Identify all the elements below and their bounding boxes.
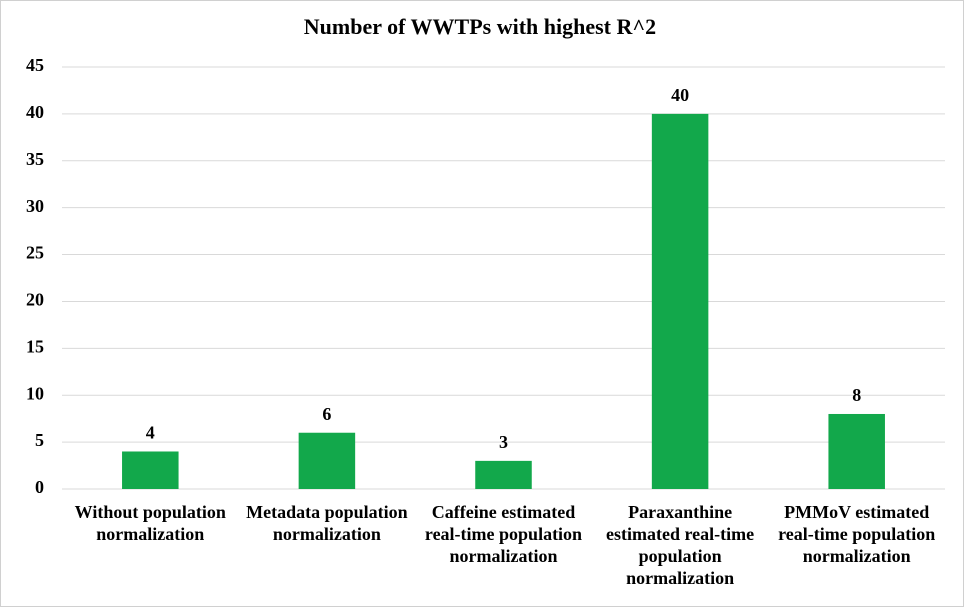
x-tick-label: Caffeine estimated real-time population … <box>424 502 583 566</box>
y-tick-label: 45 <box>26 55 44 75</box>
y-tick-label: 10 <box>26 383 44 403</box>
x-tick-label: Without population normalization <box>74 502 226 544</box>
y-tick-label: 20 <box>26 290 44 310</box>
value-label: 40 <box>671 85 689 105</box>
y-tick-label: 40 <box>26 102 44 122</box>
y-tick-label: 25 <box>26 243 44 263</box>
bar <box>298 432 356 489</box>
y-tick-label: 35 <box>26 149 44 169</box>
bar <box>828 413 885 489</box>
x-tick-label: Paraxanthine estimated real-time populat… <box>606 502 755 588</box>
value-label: 3 <box>499 432 508 452</box>
bar <box>122 451 179 489</box>
value-label: 4 <box>146 423 155 443</box>
x-tick-label: Metadata population normalization <box>246 502 408 544</box>
value-label: 8 <box>852 385 861 405</box>
y-tick-label: 5 <box>35 430 44 450</box>
chart-title: Number of WWTPs with highest R^2 <box>304 14 656 39</box>
y-tick-label: 0 <box>35 477 44 497</box>
value-label: 6 <box>322 404 331 424</box>
bar <box>475 460 532 489</box>
y-tick-label: 15 <box>26 336 44 356</box>
bar <box>651 113 709 489</box>
y-tick-label: 30 <box>26 196 44 216</box>
x-tick-label: PMMoV estimated real-time population nor… <box>778 502 936 566</box>
